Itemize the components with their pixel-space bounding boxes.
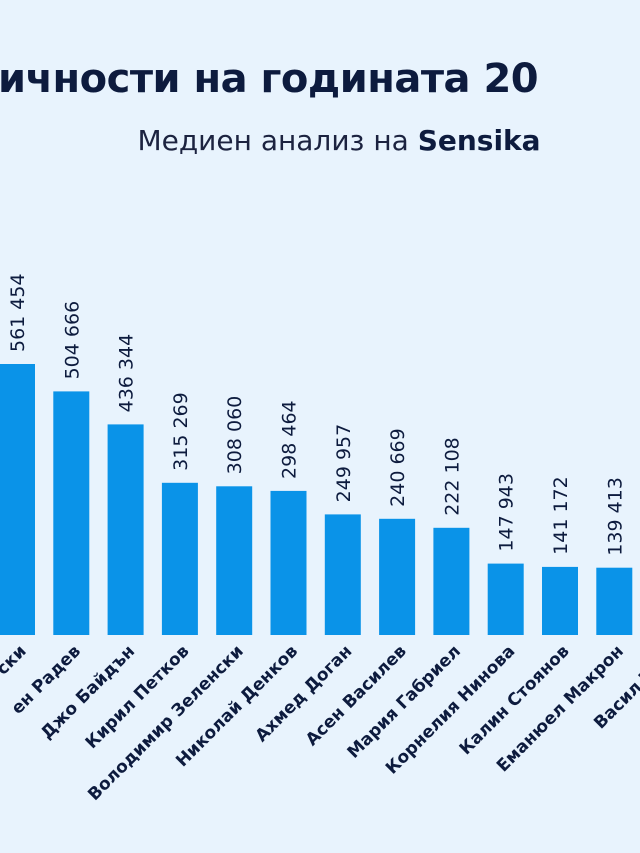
bar-value-label: 240 669 — [387, 428, 409, 507]
bar — [487, 563, 524, 635]
bar-value-label: 139 413 — [604, 477, 626, 556]
bar-value-label: 308 060 — [224, 396, 246, 475]
category-label: ски — [0, 641, 31, 679]
bar-value-label: 315 269 — [170, 392, 192, 471]
bar — [216, 486, 253, 635]
bar — [596, 567, 633, 635]
bar-value-label: 561 454 — [7, 273, 29, 352]
bar-value-label: 249 957 — [333, 424, 355, 503]
bar — [53, 391, 90, 635]
category-label: Ахмед Доган — [252, 641, 357, 746]
subtitle-brand: Sensika — [417, 124, 541, 157]
bar — [542, 566, 578, 635]
category-label: Асен Василев — [302, 641, 411, 750]
chart-subtitle: Медиен анализ на Sensika — [0, 124, 640, 157]
bar-value-label: 222 108 — [441, 437, 463, 516]
chart-title: ичности на годината 20 — [0, 56, 539, 102]
bar — [324, 514, 361, 635]
bar-value-label: 436 344 — [116, 334, 138, 413]
bar — [161, 482, 198, 635]
bar-value-label: 147 943 — [496, 473, 518, 552]
bar-value-label: 504 666 — [61, 301, 83, 380]
subtitle-prefix: Медиен анализ на — [137, 124, 418, 157]
bar — [107, 424, 144, 635]
bar — [433, 527, 470, 635]
bar — [0, 364, 35, 635]
bar — [379, 518, 416, 635]
bar-value-label: 141 172 — [550, 476, 572, 555]
bar-value-label: 298 464 — [279, 400, 301, 479]
category-label: Джо Байдън — [37, 641, 139, 743]
bar — [270, 490, 307, 635]
